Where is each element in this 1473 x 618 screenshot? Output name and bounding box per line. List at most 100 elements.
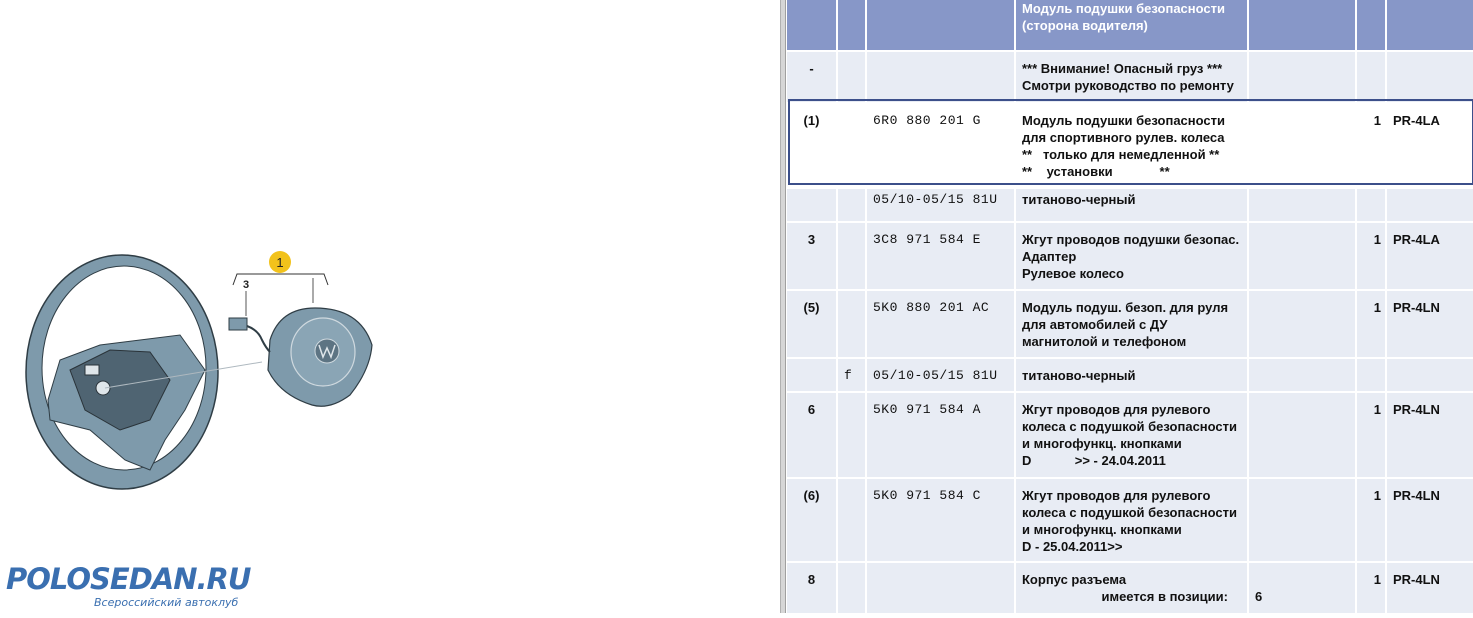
table-row[interactable]: (5) 5K0 880 201 AC Модуль подуш. безоп. дл… (787, 291, 1473, 357)
note-cell (1249, 52, 1355, 102)
mark-cell (838, 291, 865, 357)
quantity-cell: 1 (1357, 291, 1385, 357)
description-line: Рулевое колесо (1022, 266, 1124, 281)
vw-logo-icon (318, 344, 336, 360)
part-number-cell (867, 563, 1014, 613)
position-cell: 8 (787, 563, 836, 613)
position-cell: (5) (787, 291, 836, 357)
description-line: Модуль подуш. безоп. для руля (1022, 300, 1229, 315)
pane-splitter[interactable] (780, 0, 786, 613)
airbag-module (267, 307, 373, 407)
header-cell (838, 0, 865, 50)
description-cell: Корпус разъема имеется в позиции: (1016, 563, 1247, 613)
quantity-cell: 1 (1357, 479, 1385, 561)
quantity-cell: 1 (1357, 223, 1385, 289)
description-line: и многофункц. кнопками (1022, 522, 1182, 537)
part-number-cell: 6R0 880 201 G (867, 104, 1014, 187)
quantity-cell: 1 (1357, 104, 1385, 187)
mark-cell (838, 52, 865, 102)
description-line: колеса с подушкой безопасности (1022, 419, 1238, 434)
pr-code-cell: PR-4LA (1387, 104, 1473, 187)
table-row[interactable]: 05/10-05/15 81U титаново-черный (787, 189, 1473, 221)
wire-harness (228, 317, 271, 353)
part-number-cell: 05/10-05/15 81U (867, 359, 1014, 391)
pr-code-cell: PR-4LN (1387, 479, 1473, 561)
description-line: Жгут проводов для рулевого (1022, 488, 1211, 503)
description-cell: Жгут проводов для рулевого колеса с подуш… (1016, 393, 1247, 477)
logo-subtitle: Всероссийский автоклуб (94, 596, 239, 609)
pr-code-cell (1387, 52, 1473, 102)
part-number-cell: 5K0 880 201 AC (867, 291, 1014, 357)
description-line: и многофункц. кнопками (1022, 436, 1182, 451)
position-cell: 3 (787, 223, 836, 289)
quantity-cell (1357, 52, 1385, 102)
description-line: для спортивного рулев. колеса (1022, 130, 1225, 145)
header-desc-line: (сторона водителя) (1022, 18, 1148, 33)
description-line: Модуль подушки безопасности (1022, 113, 1225, 128)
description-line: титаново-черный (1022, 368, 1136, 383)
description-cell: *** Внимание! Опасный груз *** Смотри рук… (1016, 52, 1247, 102)
description-line: магнитолой и телефоном (1022, 334, 1187, 349)
description-line: титаново-черный (1022, 192, 1136, 207)
mark-cell (838, 393, 865, 477)
pr-code-cell (1387, 189, 1473, 221)
description-line: Жгут проводов для рулевого (1022, 402, 1211, 417)
header-cell (867, 0, 1014, 50)
parts-table-pane: Модуль подушки безопасности (сторона вод… (787, 0, 1473, 613)
position-cell: - (787, 52, 836, 102)
note-cell (1249, 479, 1355, 561)
table-row[interactable]: (6) 5K0 971 584 C Жгут проводов для рулево… (787, 479, 1473, 561)
assembly-line (104, 361, 263, 389)
table-header-row: Модуль подушки безопасности (сторона вод… (787, 0, 1473, 50)
description-cell: Модуль подушки безопасности для спортивно… (1016, 104, 1247, 187)
description-line: Смотри руководство по ремонту (1022, 78, 1234, 93)
table-row[interactable]: 8 Корпус разъема имеется в позиции: 6 1 PR-4… (787, 563, 1473, 613)
steering-wheel-illustration: 1 3 (25, 251, 373, 490)
table-row[interactable]: 6 5K0 971 584 A Жгут проводов для рулевого… (787, 393, 1473, 477)
callout-3-label[interactable]: 3 (243, 279, 249, 291)
pr-code-cell: PR-4LA (1387, 223, 1473, 289)
quantity-cell (1357, 359, 1385, 391)
description-cell: Модуль подуш. безоп. для руля для автомоб… (1016, 291, 1247, 357)
pr-code-cell: PR-4LN (1387, 393, 1473, 477)
note-cell: 6 (1249, 563, 1355, 613)
description-line: для автомобилей с ДУ (1022, 317, 1168, 332)
table-row[interactable]: f 05/10-05/15 81U титаново-черный (787, 359, 1473, 391)
description-line: колеса с подушкой безопасности (1022, 505, 1238, 520)
header-cell (787, 0, 836, 50)
callout-1-label[interactable]: 1 (276, 255, 283, 270)
note-cell (1249, 104, 1355, 187)
header-cell (1357, 0, 1385, 50)
quantity-cell: 1 (1357, 563, 1385, 613)
description-cell: Жгут проводов подушки безопас. Адаптер Рул… (1016, 223, 1247, 289)
description-cell: Жгут проводов для рулевого колеса с подуш… (1016, 479, 1247, 561)
pr-code-cell: PR-4LN (1387, 563, 1473, 613)
parts-table: Модуль подушки безопасности (сторона вод… (787, 0, 1473, 613)
part-number-cell: 3C8 971 584 E (867, 223, 1014, 289)
logo-title: POLOSEDAN.RU (6, 562, 251, 596)
description-line: ** установки ** (1022, 164, 1170, 179)
description-line: D >> - 24.04.2011 (1022, 453, 1166, 468)
position-cell: (1) (787, 104, 836, 187)
part-number-cell: 05/10-05/15 81U (867, 189, 1014, 221)
steering-wheel (25, 254, 219, 490)
callout-badge[interactable] (269, 251, 291, 273)
pr-code-cell (1387, 359, 1473, 391)
description-line: Адаптер (1022, 249, 1077, 264)
description-line: Жгут проводов подушки безопас. (1022, 232, 1240, 247)
table-row[interactable]: (1) 6R0 880 201 G Модуль подушки безопасно… (787, 104, 1473, 187)
table-row[interactable]: 3 3C8 971 584 E Жгут проводов подушки безо… (787, 223, 1473, 289)
mark-cell: f (838, 359, 865, 391)
description-cell: титаново-черный (1016, 189, 1247, 221)
site-logo: POLOSEDAN.RU Всероссийский автоклуб (6, 562, 251, 610)
position-cell: (6) (787, 479, 836, 561)
pr-code-cell: PR-4LN (1387, 291, 1473, 357)
part-number-cell: 5K0 971 584 A (867, 393, 1014, 477)
table-row[interactable]: - *** Внимание! Опасный груз *** Смотри ру… (787, 52, 1473, 102)
quantity-cell: 1 (1357, 393, 1385, 477)
position-cell: 6 (787, 393, 836, 477)
header-desc-line: Модуль подушки безопасности (1022, 1, 1225, 16)
note-cell (1249, 189, 1355, 221)
quantity-cell (1357, 189, 1385, 221)
mark-cell (838, 104, 865, 187)
